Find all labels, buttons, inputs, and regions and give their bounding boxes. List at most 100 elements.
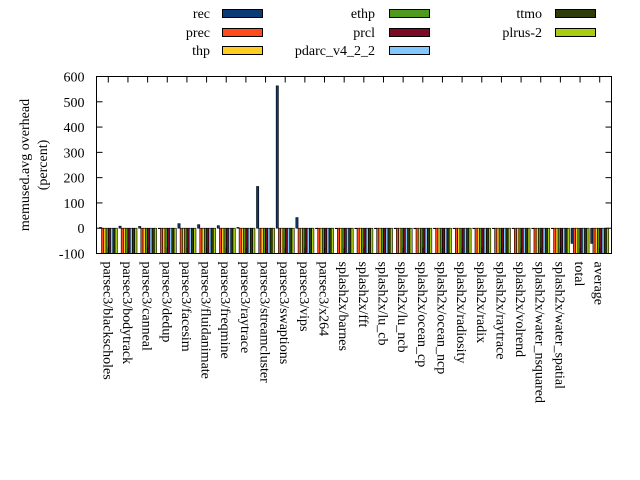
bar-thp [556,228,558,253]
bar-ttmo [585,228,587,253]
bar-rec [178,224,180,229]
bar-plrus-2 [508,228,510,253]
legend-swatch [556,29,596,37]
bar-plrus-2 [410,228,412,253]
bar-plrus-2 [312,228,314,253]
bar-prec [318,228,320,253]
bar-pdarc_v4_2_2 [582,228,584,253]
y-tick-label: -100 [59,248,85,263]
x-tick-label: average [591,262,606,306]
bar-ttmo [309,228,311,253]
bar-thp [595,228,597,253]
bar-ttmo [211,228,213,253]
bar-plrus-2 [371,228,373,253]
bar-prec [102,228,104,253]
bar-thp [458,228,460,253]
bar-prec [534,228,536,253]
bar-pdarc_v4_2_2 [563,228,565,253]
y-tick-label: 400 [64,121,85,136]
bar-plrus-2 [194,228,196,253]
bar-prec [200,228,202,253]
bar-plrus-2 [331,228,333,253]
bar-ttmo [506,228,508,253]
bar-prec [495,228,497,253]
y-tick-label: 600 [64,71,85,86]
bar-pdarc_v4_2_2 [189,228,191,253]
bar-rec [335,228,337,229]
legend-label: pdarc_v4_2_2 [295,44,375,59]
bar-rec [158,228,160,229]
bar-thp [202,228,204,253]
bar-thp [143,228,145,253]
bar-pdarc_v4_2_2 [170,228,172,253]
bar-thp [222,228,224,253]
bar-rec [217,226,219,229]
bar-prec [573,228,575,253]
legend-label: rec [193,7,210,22]
bar-thp [379,228,381,253]
bar-thp [359,228,361,253]
bar-plrus-2 [272,228,274,253]
bar-rec [591,228,593,243]
x-tick-label: parsec3/freqmine [217,262,232,359]
y-tick-label: 200 [64,172,85,187]
legend-swatch [390,47,430,55]
x-tick-label: splash2x/radiosity [453,262,468,364]
bar-ttmo [368,228,370,253]
bar-thp [241,228,243,253]
bar-rec [551,228,553,229]
bar-ttmo [545,228,547,253]
bar-rec [276,86,278,228]
bar-ttmo [231,228,233,253]
bar-pdarc_v4_2_2 [228,228,230,253]
bar-rec [512,228,514,229]
bar-pdarc_v4_2_2 [111,228,113,253]
bar-pdarc_v4_2_2 [464,228,466,253]
bar-prec [396,228,398,253]
bar-thp [104,228,106,253]
bar-prec [298,228,300,253]
bar-prec [554,228,556,253]
bar-thp [517,228,519,253]
bar-plrus-2 [390,228,392,253]
bar-ttmo [172,228,174,253]
bar-ttmo [408,228,410,253]
bar-ttmo [526,228,528,253]
bar-plrus-2 [115,228,117,253]
bar-rec [119,226,121,228]
bar-thp [320,228,322,253]
bar-prec [160,228,162,253]
bar-rec [473,228,475,229]
legend-item-pdarc_v4_2_2: pdarc_v4_2_2 [295,44,430,59]
bar-rec [394,228,396,229]
y-tick-label: 0 [78,222,85,237]
bar-plrus-2 [430,228,432,253]
x-tick-label: parsec3/bodytrack [119,262,134,365]
bar-thp [399,228,401,253]
bar-ttmo [388,228,390,253]
bar-thp [497,228,499,253]
legend-swatch [223,29,263,37]
x-tick-label: parsec3/dedup [158,262,173,343]
bar-thp [536,228,538,253]
legend-label: ethp [351,7,375,22]
x-tick-label: parsec3/streamcluster [257,262,272,384]
x-tick-label: splash2x/volrend [512,262,527,358]
legend-label: prec [186,26,210,41]
bar-pdarc_v4_2_2 [287,228,289,253]
bar-prec [121,228,123,253]
bar-rec [374,228,376,229]
legend-swatch [223,47,263,55]
bar-prec [180,228,182,253]
bar-prec [514,228,516,253]
x-tick-label: splash2x/radix [473,262,488,344]
legend-swatch [223,10,263,18]
bar-prec [436,228,438,253]
x-tick-label: splash2x/lu_ncb [394,262,409,353]
legend-item-prec: prec [186,26,263,41]
bar-ttmo [113,228,115,253]
bar-pdarc_v4_2_2 [484,228,486,253]
bar-plrus-2 [528,228,530,253]
bars [99,86,608,254]
